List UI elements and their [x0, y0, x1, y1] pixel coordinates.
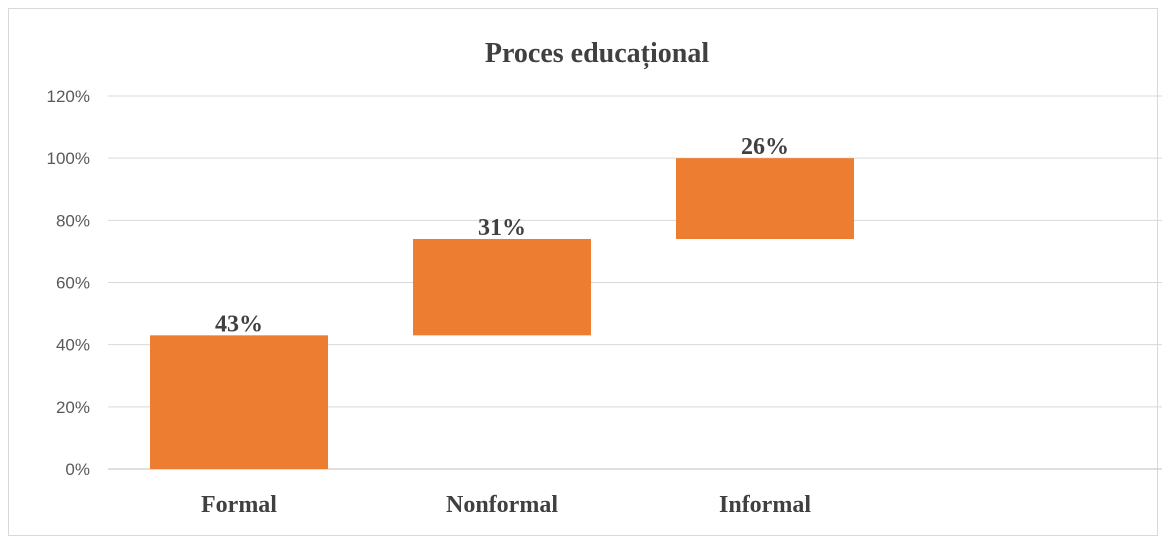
y-tick-label: 60%: [56, 274, 90, 293]
y-tick-label: 0%: [65, 460, 90, 479]
bar-formal: [150, 335, 328, 469]
bar-nonformal: [413, 238, 591, 336]
x-tick-label: Formal: [201, 492, 277, 518]
y-tick-label: 80%: [56, 211, 90, 230]
data-label: 43%: [215, 311, 263, 337]
x-tick-label: Informal: [719, 492, 811, 518]
y-tick-label: 40%: [56, 336, 90, 355]
y-axis: 0% 20% 40% 60% 80% 100% 120%: [47, 87, 90, 479]
data-labels: 43% 31% 26%: [215, 134, 789, 337]
y-tick-label: 20%: [56, 398, 90, 417]
y-tick-label: 100%: [47, 149, 90, 168]
x-tick-label: Nonformal: [446, 492, 558, 518]
bar-informal: [676, 158, 854, 239]
y-tick-label: 120%: [47, 87, 90, 106]
bars: [150, 158, 854, 469]
data-label: 31%: [478, 215, 526, 241]
data-label: 26%: [741, 134, 789, 160]
chart-title: Proces educațional: [485, 38, 709, 69]
x-axis: Formal Nonformal Informal: [201, 492, 811, 518]
